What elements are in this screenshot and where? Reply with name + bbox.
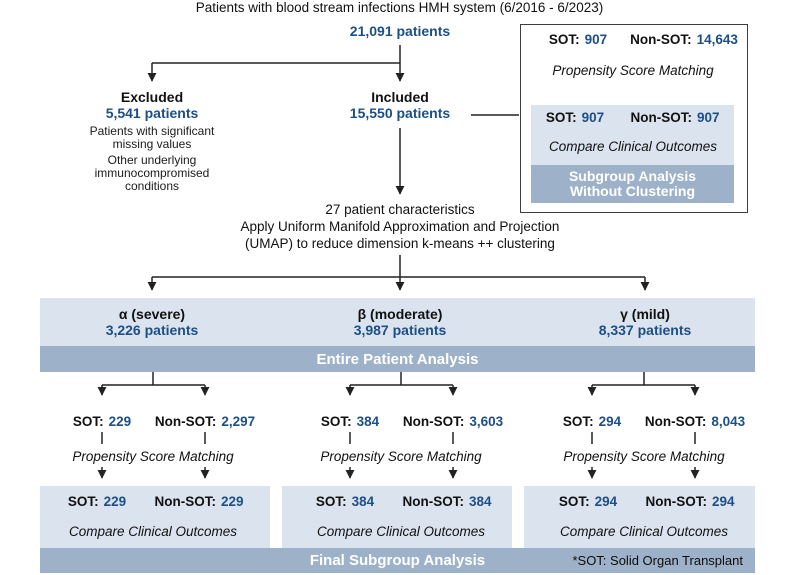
box-compare-label: Compare Clinical Outcomes (548, 139, 718, 154)
alpha-matched-sot-count: SOT: 229 (67, 494, 127, 509)
box-psm-label: Propensity Score Matching (552, 63, 714, 78)
cluster-beta-header: β (moderate) 3,987 patients (353, 306, 447, 338)
gamma-psm-label: Propensity Score Matching (563, 449, 725, 464)
umap-step-line1: 27 patient characteristics (325, 202, 475, 217)
beta-matched-panel (282, 486, 512, 548)
beta-matched-nonsot-count: Non-SOT: 384 (402, 494, 492, 509)
beta-matched-sot-count: SOT: 384 (315, 494, 375, 509)
excluded-count: 5,541 patients (105, 105, 199, 121)
gamma-matched-nonsot-count: Non-SOT: 294 (645, 494, 735, 509)
alpha-compare-label: Compare Clinical Outcomes (68, 524, 238, 539)
entire-patient-analysis-band: Entire Patient Analysis (40, 346, 755, 372)
alpha-matched-panel (40, 486, 270, 548)
box-sot-count: SOT: 907 (548, 32, 608, 47)
final-subgroup-band: Final Subgroup Analysis *SOT: Solid Orga… (40, 548, 755, 573)
beta-nonsot-count: Non-SOT: 3,603 (402, 414, 504, 429)
box-matched-panel (531, 105, 734, 165)
gamma-nonsot-count: Non-SOT: 8,043 (644, 414, 746, 429)
beta-sot-count: SOT: 384 (320, 414, 380, 429)
gamma-matched-sot-count: SOT: 294 (558, 494, 618, 509)
umap-step-line3: (UMAP) to reduce dimension k-means ++ cl… (245, 236, 555, 251)
box-matched-sot-count: SOT: 907 (545, 110, 605, 125)
cluster-gamma-header: γ (mild) 8,337 patients (598, 306, 692, 338)
alpha-nonsot-count: Non-SOT: 2,297 (154, 414, 256, 429)
flowchart-title: Patients with blood stream infections HM… (195, 0, 604, 15)
box-matched-nonsot-count: Non-SOT: 907 (630, 110, 720, 125)
beta-compare-label: Compare Clinical Outcomes (316, 524, 486, 539)
excluded-reason-immunocompromised: Other underlying immunocompromised condi… (94, 153, 210, 193)
alpha-sot-count: SOT: 229 (72, 414, 132, 429)
beta-psm-label: Propensity Score Matching (320, 449, 482, 464)
umap-step-line2: Apply Uniform Manifold Approximation and… (240, 219, 560, 234)
cluster-band (40, 298, 755, 346)
excluded-label: Excluded (120, 89, 184, 105)
sot-footnote: *SOT: Solid Organ Transplant (572, 553, 743, 568)
included-count: 15,550 patients (349, 105, 451, 121)
total-count: 21,091 patients (349, 23, 451, 39)
gamma-matched-panel (524, 486, 755, 548)
gamma-compare-label: Compare Clinical Outcomes (559, 524, 729, 539)
included-label: Included (371, 89, 429, 105)
excluded-reason-missing-values: Patients with significant missing values (89, 124, 215, 151)
box-nonsot-count: Non-SOT: 14,643 (630, 32, 738, 47)
cluster-alpha-header: α (severe) 3,226 patients (105, 306, 199, 338)
final-subgroup-label: Final Subgroup Analysis (309, 552, 486, 569)
alpha-matched-nonsot-count: Non-SOT: 229 (154, 494, 244, 509)
subgroup-without-clustering-band: Subgroup Analysis Without Clustering (531, 165, 734, 203)
gamma-sot-count: SOT: 294 (562, 414, 622, 429)
alpha-psm-label: Propensity Score Matching (72, 449, 234, 464)
